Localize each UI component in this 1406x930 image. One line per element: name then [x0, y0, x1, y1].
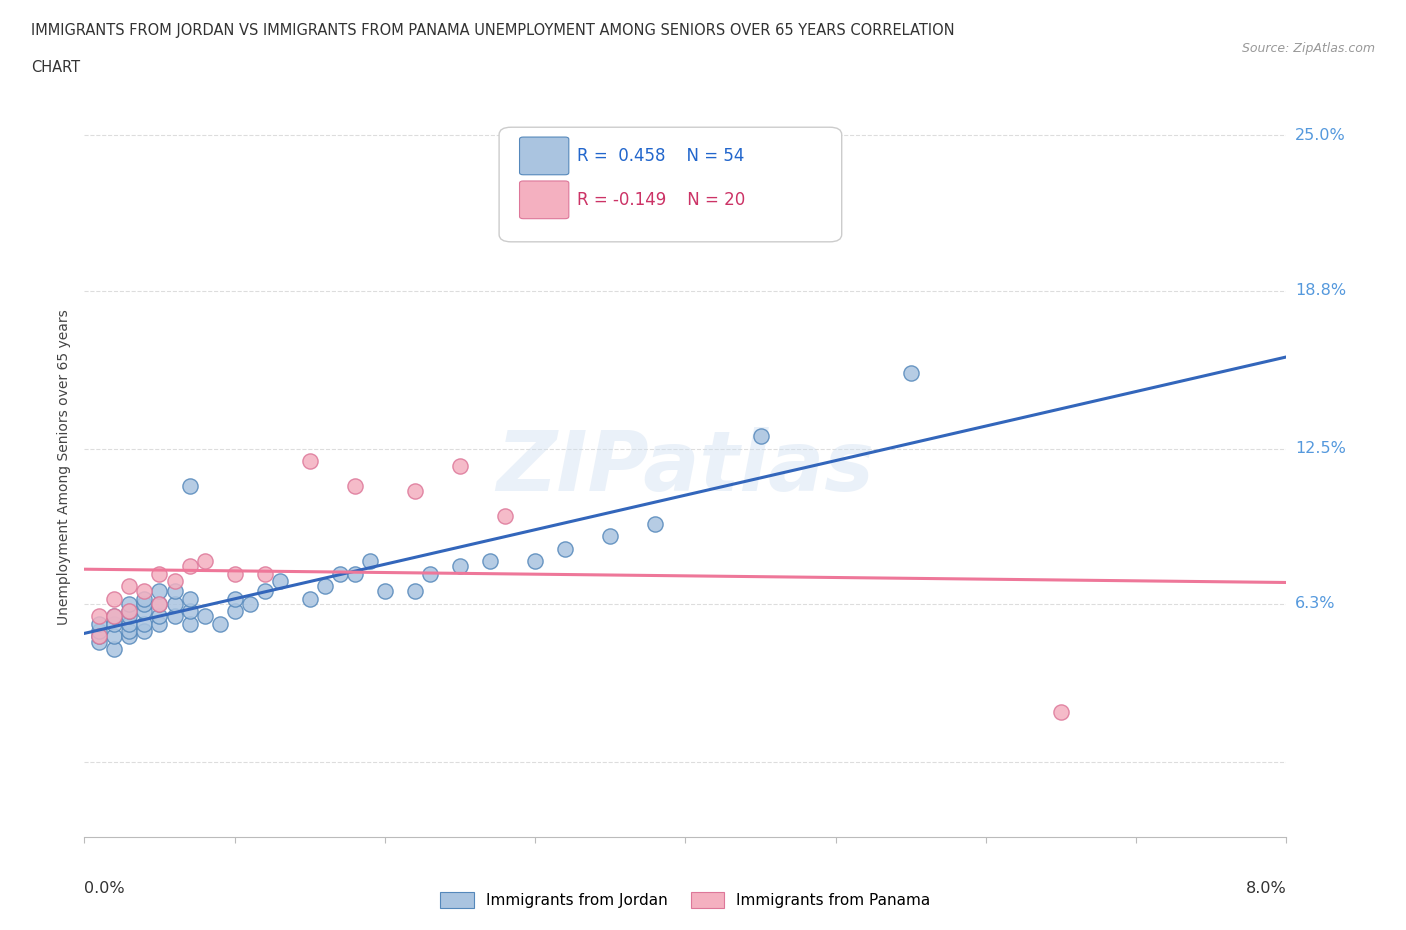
Point [208, 617, 231, 631]
Point [314, 579, 336, 594]
Point [118, 596, 141, 611]
Point [103, 609, 125, 624]
Point [103, 609, 125, 624]
Point [89, 629, 111, 644]
Text: 6.3%: 6.3% [1295, 596, 1336, 611]
Text: IMMIGRANTS FROM JORDAN VS IMMIGRANTS FROM PANAMA UNEMPLOYMENT AMONG SENIORS OVER: IMMIGRANTS FROM JORDAN VS IMMIGRANTS FRO… [31, 23, 955, 38]
Point [148, 596, 170, 611]
Point [134, 604, 156, 618]
Point [118, 604, 141, 618]
FancyBboxPatch shape [520, 181, 569, 219]
Point [599, 529, 621, 544]
Point [194, 554, 217, 569]
Point [148, 584, 170, 599]
Point [179, 604, 201, 618]
Point [224, 591, 246, 606]
Text: R =  0.458    N = 54: R = 0.458 N = 54 [578, 147, 745, 165]
Text: ZIPatlas: ZIPatlas [496, 427, 875, 508]
Point [134, 584, 156, 599]
Text: 0.0%: 0.0% [84, 882, 125, 897]
Text: 18.8%: 18.8% [1295, 283, 1346, 299]
Point [148, 617, 170, 631]
Point [118, 624, 141, 639]
Point [89, 609, 111, 624]
Point [554, 541, 576, 556]
Point [224, 604, 246, 618]
Y-axis label: Unemployment Among Seniors over 65 years: Unemployment Among Seniors over 65 years [58, 310, 72, 625]
Point [298, 454, 321, 469]
Point [524, 554, 547, 569]
Point [89, 634, 111, 649]
FancyBboxPatch shape [499, 127, 842, 242]
Point [179, 479, 201, 494]
Point [134, 617, 156, 631]
Point [329, 566, 352, 581]
Point [179, 591, 201, 606]
Point [900, 365, 922, 380]
Text: 25.0%: 25.0% [1295, 127, 1346, 142]
Point [103, 617, 125, 631]
Point [359, 554, 381, 569]
Point [148, 609, 170, 624]
Point [224, 566, 246, 581]
Point [419, 566, 441, 581]
Text: R = -0.149    N = 20: R = -0.149 N = 20 [578, 191, 745, 209]
Legend: Immigrants from Jordan, Immigrants from Panama: Immigrants from Jordan, Immigrants from … [434, 885, 936, 914]
Point [404, 484, 426, 498]
Point [103, 591, 125, 606]
Point [118, 629, 141, 644]
Point [343, 566, 366, 581]
Point [179, 559, 201, 574]
Text: 12.5%: 12.5% [1295, 441, 1346, 456]
Point [449, 559, 471, 574]
Point [298, 591, 321, 606]
Point [89, 624, 111, 639]
Point [118, 609, 141, 624]
Point [163, 584, 186, 599]
Point [374, 584, 396, 599]
Point [179, 617, 201, 631]
Point [118, 604, 141, 618]
Text: Source: ZipAtlas.com: Source: ZipAtlas.com [1241, 42, 1375, 55]
Point [404, 584, 426, 599]
Point [494, 509, 516, 524]
FancyBboxPatch shape [520, 137, 569, 175]
Point [163, 574, 186, 589]
Point [148, 596, 170, 611]
Point [253, 566, 276, 581]
Point [749, 429, 772, 444]
Point [194, 609, 217, 624]
Point [118, 617, 141, 631]
Point [134, 624, 156, 639]
Text: 8.0%: 8.0% [1246, 882, 1286, 897]
Point [134, 591, 156, 606]
Point [89, 629, 111, 644]
Point [343, 479, 366, 494]
Point [89, 617, 111, 631]
Point [449, 458, 471, 473]
Point [269, 574, 291, 589]
Point [163, 609, 186, 624]
Point [1050, 704, 1073, 719]
Point [239, 596, 262, 611]
Point [253, 584, 276, 599]
Point [134, 596, 156, 611]
Point [479, 554, 502, 569]
Point [148, 566, 170, 581]
Point [103, 642, 125, 657]
Point [118, 579, 141, 594]
Point [103, 629, 125, 644]
Point [644, 516, 666, 531]
Point [163, 596, 186, 611]
Text: CHART: CHART [31, 60, 80, 75]
